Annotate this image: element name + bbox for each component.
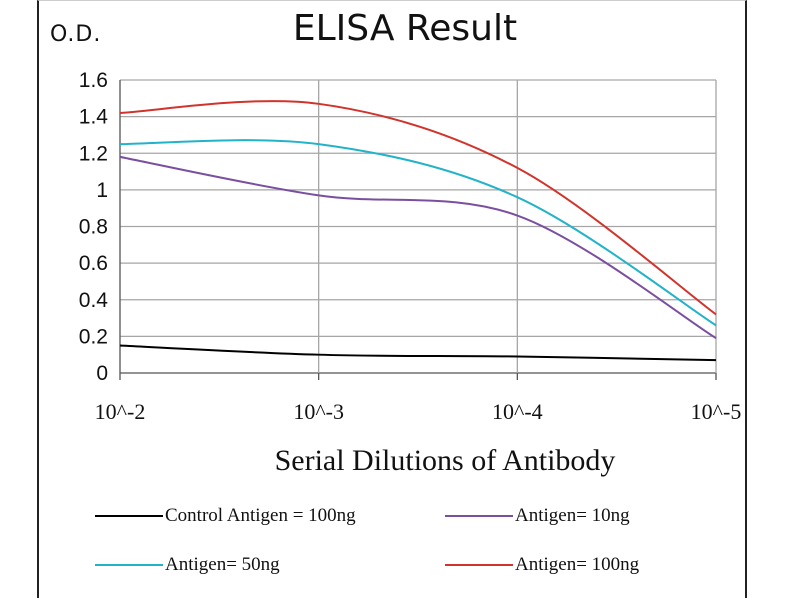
- x-tick-label: 10^-3: [293, 399, 344, 424]
- series-line: [119, 100, 717, 316]
- legend-swatch-10ng: [445, 515, 513, 517]
- x-axis-label: Serial Dilutions of Antibody: [274, 444, 616, 477]
- chart-title: ELISA Result: [292, 8, 518, 49]
- y-tick-label: 1.6: [79, 69, 108, 92]
- chart-frame: [37, 0, 747, 598]
- y-tick-label: 0.4: [79, 289, 109, 312]
- legend-item-control: Control Antigen = 100ng: [95, 504, 356, 528]
- legend-swatch-control: [95, 515, 163, 517]
- x-tick-label: 10^-4: [492, 399, 543, 424]
- legend-swatch-50ng: [95, 564, 163, 566]
- legend-item-10ng: Antigen= 10ng: [445, 504, 630, 528]
- y-tick-label: 0: [96, 362, 108, 385]
- y-tick-label: 0.2: [79, 325, 108, 348]
- x-tick-label: 10^-5: [691, 399, 742, 424]
- legend-label-control: Control Antigen = 100ng: [165, 505, 356, 526]
- series-line: [119, 344, 717, 362]
- y-tick-label: 1.2: [79, 142, 108, 165]
- series-line: [119, 139, 717, 327]
- y-tick-label: 0.8: [79, 216, 108, 239]
- legend-label-50ng: Antigen= 50ng: [165, 554, 280, 575]
- legend-item-50ng: Antigen= 50ng: [95, 553, 280, 577]
- x-tick-label: 10^-2: [95, 399, 146, 424]
- legend-label-10ng: Antigen= 10ng: [515, 505, 630, 526]
- series-line: [119, 155, 717, 340]
- y-tick-label: 0.6: [79, 252, 108, 275]
- legend-label-100ng: Antigen= 100ng: [515, 554, 640, 575]
- legend-item-100ng: Antigen= 100ng: [445, 553, 639, 577]
- y-axis-label: O.D.: [50, 22, 102, 47]
- y-tick-label: 1: [96, 179, 108, 202]
- legend-swatch-100ng: [445, 564, 513, 566]
- y-tick-label: 1.4: [79, 106, 109, 129]
